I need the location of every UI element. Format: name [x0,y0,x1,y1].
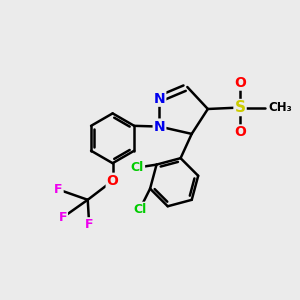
Text: O: O [234,125,246,140]
Text: F: F [58,211,67,224]
Text: Cl: Cl [131,161,144,174]
Text: O: O [107,174,118,188]
Text: CH₃: CH₃ [268,101,292,114]
Text: O: O [234,76,246,90]
Text: N: N [154,92,165,106]
Text: N: N [154,120,165,134]
Text: S: S [235,100,245,115]
Text: F: F [85,218,93,231]
Text: F: F [54,183,63,196]
Text: Cl: Cl [133,203,146,216]
